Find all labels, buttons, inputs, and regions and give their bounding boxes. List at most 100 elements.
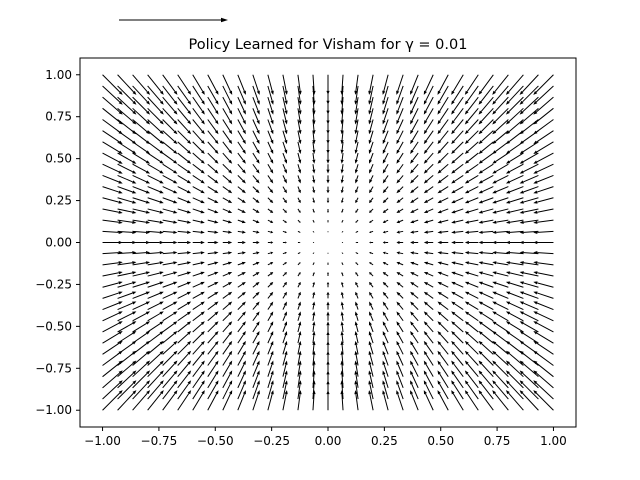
quiver-arrow bbox=[177, 208, 192, 214]
quiver-arrow bbox=[267, 380, 274, 400]
quiver-arrow bbox=[410, 321, 419, 333]
quiver-arrow bbox=[437, 230, 449, 234]
quiver-arrow bbox=[117, 380, 137, 400]
quiver-arrow bbox=[297, 97, 302, 115]
quiver-arrow bbox=[237, 108, 246, 125]
quiver-arrow bbox=[252, 360, 260, 377]
quiver-arrow bbox=[451, 152, 464, 164]
quiver-arrow bbox=[423, 230, 434, 234]
quiver-arrow bbox=[423, 175, 434, 184]
quiver-arrow bbox=[192, 96, 205, 115]
quiver-arrow bbox=[437, 219, 449, 224]
quiver-arrow bbox=[423, 130, 434, 145]
quiver-arrow bbox=[368, 370, 374, 388]
quiver-arrow bbox=[533, 130, 554, 145]
quiver-arrow bbox=[312, 321, 316, 333]
quiver-arrow bbox=[505, 197, 524, 204]
quiver-arrow bbox=[117, 321, 137, 333]
quiver-arrow bbox=[410, 85, 419, 105]
quiver-arrow bbox=[147, 174, 164, 184]
quiver-arrow bbox=[297, 208, 301, 213]
quiver-arrow bbox=[505, 301, 524, 311]
quiver-arrow bbox=[533, 390, 554, 411]
quiver-arrow bbox=[102, 74, 123, 95]
quiver-arrow bbox=[177, 107, 192, 125]
quiver-arrow bbox=[478, 370, 494, 389]
quiver-arrow bbox=[267, 108, 274, 125]
quiver-arrow bbox=[478, 251, 494, 255]
quiver-arrow bbox=[207, 240, 219, 245]
quiver-arrow bbox=[437, 208, 449, 214]
quiver-arrow bbox=[464, 96, 479, 115]
quiver-arrow bbox=[382, 251, 389, 255]
quiver-arrow bbox=[533, 230, 554, 234]
quiver-arrow bbox=[282, 141, 288, 154]
quiver-arrow bbox=[207, 74, 219, 95]
quiver-arrow bbox=[437, 350, 449, 366]
quiver-arrow bbox=[162, 301, 178, 311]
quiver-arrow bbox=[423, 152, 434, 164]
quiver-arrow bbox=[437, 85, 449, 105]
quiver-arrow bbox=[222, 85, 233, 105]
quiver-arrow bbox=[451, 291, 464, 299]
quiver-arrow bbox=[533, 311, 554, 322]
quiver-arrow bbox=[117, 271, 137, 277]
quiver-arrow bbox=[297, 350, 302, 366]
quiver-arrow bbox=[177, 152, 192, 164]
quiver-arrow bbox=[132, 321, 151, 333]
quiver-arrow bbox=[464, 390, 479, 411]
quiver-arrow bbox=[326, 301, 330, 310]
quiver-arrow bbox=[396, 175, 404, 184]
quiver-arrow bbox=[132, 74, 151, 95]
quiver-arrow bbox=[132, 311, 151, 322]
quiver-arrow bbox=[282, 262, 287, 266]
quiver-arrow bbox=[297, 119, 302, 135]
quiver-arrow bbox=[519, 186, 539, 194]
quiver-arrow bbox=[368, 390, 374, 411]
quiver-arrow bbox=[282, 360, 288, 377]
quiver-arrow bbox=[396, 360, 404, 377]
quiver-arrow bbox=[312, 242, 315, 243]
quiver-arrow bbox=[437, 240, 449, 245]
quiver-arrow bbox=[102, 219, 123, 224]
quiver-arrow bbox=[451, 281, 464, 288]
quiver-arrow bbox=[505, 380, 524, 400]
quiver-arrow bbox=[252, 380, 260, 400]
quiver-arrow bbox=[207, 208, 219, 214]
quiver-arrow bbox=[464, 119, 479, 135]
quiver-arrow bbox=[207, 130, 219, 145]
y-tick-label: −0.50 bbox=[35, 319, 72, 333]
quiver-arrow bbox=[222, 175, 233, 184]
quiver-arrow bbox=[132, 208, 151, 214]
quiver-arrow bbox=[222, 360, 233, 377]
quiver-arrow bbox=[369, 272, 374, 277]
quiver-arrow bbox=[492, 119, 509, 135]
quiver-arrow bbox=[533, 240, 554, 245]
quiver-arrow bbox=[505, 208, 524, 214]
quiver-arrow bbox=[312, 74, 316, 95]
quiver-arrow bbox=[464, 271, 479, 277]
quiver-arrow bbox=[147, 301, 164, 311]
quiver-arrow bbox=[117, 360, 137, 378]
quiver-arrow bbox=[252, 119, 260, 135]
quiver-arrow bbox=[382, 301, 389, 310]
quiver-arrow bbox=[533, 251, 554, 255]
quiver-arrow bbox=[117, 261, 137, 266]
quiver-arrow bbox=[237, 340, 246, 355]
quiver-arrow bbox=[147, 281, 164, 288]
quiver-arrow bbox=[162, 163, 178, 174]
quiver-arrow bbox=[132, 271, 151, 277]
quiver-arrow bbox=[192, 186, 205, 194]
quiver-arrow bbox=[369, 208, 374, 213]
quiver-arrow bbox=[369, 301, 374, 310]
quiver-arrow bbox=[252, 175, 260, 184]
quiver-arrow bbox=[177, 331, 192, 344]
quiver-arrow bbox=[437, 197, 449, 204]
quiver-arrow bbox=[533, 321, 554, 333]
quiver-arrow bbox=[478, 152, 494, 164]
quiver-arrow bbox=[327, 220, 329, 223]
quiver-arrow bbox=[312, 219, 315, 223]
quiver-arrow bbox=[326, 281, 330, 288]
quiver-arrow bbox=[451, 261, 464, 266]
quiver-arrow bbox=[478, 240, 494, 245]
